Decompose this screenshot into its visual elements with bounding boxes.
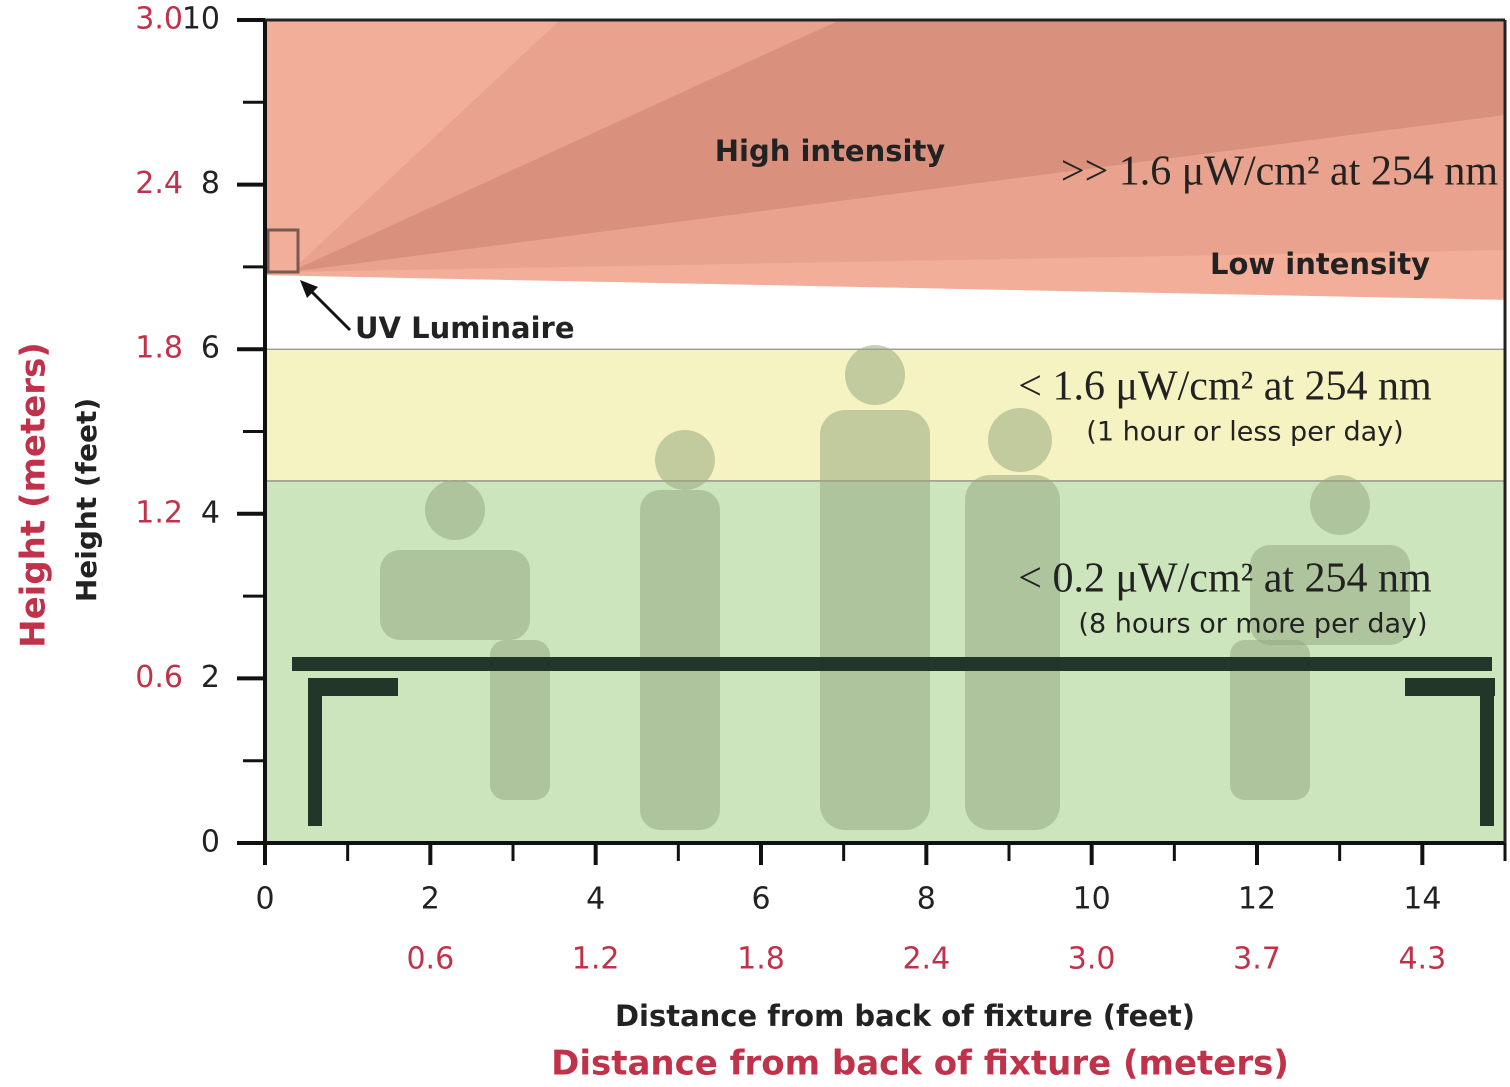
table — [292, 657, 1495, 826]
table-frame — [308, 678, 398, 696]
silhouette — [380, 550, 530, 640]
silhouette — [1310, 475, 1370, 535]
x-title-feet: Distance from back of fixture (feet) — [615, 999, 1195, 1033]
y-title-feet: Height (feet) — [70, 398, 103, 602]
x-meter-label: 3.7 — [1233, 942, 1281, 977]
silhouette — [845, 345, 905, 405]
y-meter-label: 2.4 — [135, 166, 183, 201]
middle-zone-note: (1 hour or less per day) — [1086, 417, 1403, 448]
x-meter-label: 4.3 — [1398, 942, 1446, 977]
x-tick-label: 0 — [255, 882, 274, 917]
x-meter-label: 0.6 — [406, 942, 454, 977]
low-intensity-label: Low intensity — [1210, 247, 1430, 281]
y-meter-label: 1.2 — [135, 495, 183, 530]
table-frame — [1405, 678, 1495, 696]
x-title-meters: Distance from back of fixture (meters) — [551, 1044, 1289, 1084]
silhouette — [820, 410, 930, 830]
y-tick-label: 0 — [201, 825, 220, 860]
arrow-head — [300, 280, 318, 298]
silhouette — [1230, 640, 1310, 800]
upper-zone-label: >> 1.6 μW/cm² at 254 nm — [1061, 149, 1498, 195]
beam-wedge — [290, 20, 1505, 272]
uv-luminaire — [266, 228, 300, 274]
lower-zone-label: < 0.2 μW/cm² at 254 nm — [1018, 556, 1432, 602]
y-meter-label: 3.0 — [135, 2, 183, 37]
lower-zone-note: (8 hours or more per day) — [1078, 609, 1427, 640]
table-top — [292, 657, 1492, 671]
silhouette — [988, 408, 1052, 472]
y-meter-label: 0.6 — [135, 660, 183, 695]
x-tick-label: 8 — [917, 882, 936, 917]
y-tick-label: 8 — [201, 166, 220, 201]
x-meter-label: 3.0 — [1068, 942, 1116, 977]
table-leg — [1480, 678, 1494, 826]
x-tick-label: 14 — [1403, 882, 1441, 917]
people-silhouettes — [380, 345, 1410, 830]
y-tick-label: 4 — [201, 495, 220, 530]
luminaire-label: UV Luminaire — [355, 311, 575, 345]
silhouette — [425, 480, 485, 540]
silhouette — [1250, 545, 1410, 645]
y-tick-label: 10 — [182, 2, 220, 37]
x-meter-label: 2.4 — [902, 942, 950, 977]
y-meter-label: 1.8 — [135, 331, 183, 366]
x-tick-label: 4 — [586, 882, 605, 917]
y-title-meters: Height (meters) — [14, 342, 54, 648]
beam-wedges — [290, 20, 1505, 272]
silhouette — [490, 640, 550, 800]
x-tick-label: 12 — [1238, 882, 1276, 917]
x-tick-label: 2 — [421, 882, 440, 917]
middle-zone-label: < 1.6 μW/cm² at 254 nm — [1018, 364, 1432, 410]
high-intensity-label: High intensity — [715, 134, 946, 168]
x-tick-label: 10 — [1073, 882, 1111, 917]
x-meter-label: 1.8 — [737, 942, 785, 977]
silhouette — [965, 475, 1060, 830]
table-leg — [308, 678, 322, 826]
x-meter-label: 1.2 — [572, 942, 620, 977]
silhouette — [655, 430, 715, 490]
y-tick-label: 6 — [201, 331, 220, 366]
y-tick-label: 2 — [201, 660, 220, 695]
x-tick-label: 6 — [751, 882, 770, 917]
